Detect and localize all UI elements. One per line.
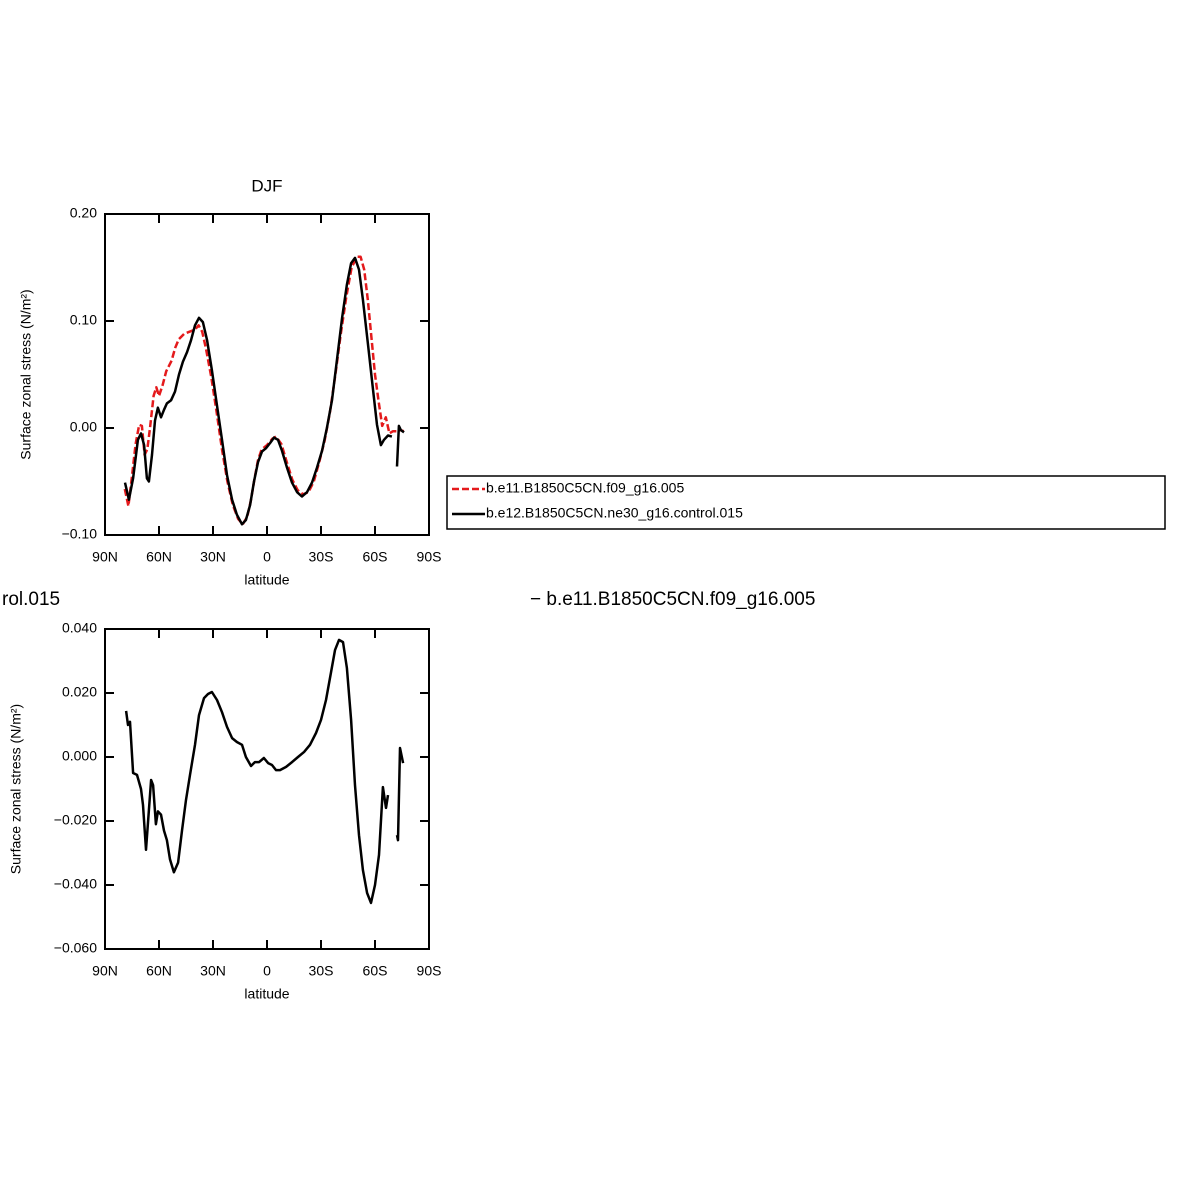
annotation: − b.e11.B1850C5CN.f09_g16.005 (530, 589, 815, 610)
y-tick-label: 0.00 (70, 419, 97, 435)
plot-frame (104, 213, 430, 536)
legend-box (446, 475, 1166, 530)
x-tick-label: 60S (363, 549, 388, 565)
x-tick-label: 30S (309, 963, 334, 979)
x-tick-label: 90N (92, 549, 118, 565)
x-axis-label: latitude (244, 572, 289, 588)
chart-title: DJF (251, 176, 282, 195)
y-tick-label: 0.040 (62, 620, 97, 636)
x-tick-label: 90S (417, 963, 442, 979)
x-tick-label: 30S (309, 549, 334, 565)
annotation: rol.015 (2, 589, 60, 610)
x-tick-label: 60N (146, 963, 172, 979)
x-tick-label: 0 (263, 549, 271, 565)
y-tick-label: 0.000 (62, 748, 97, 764)
x-tick-label: 30N (200, 549, 226, 565)
x-tick-label: 90N (92, 963, 118, 979)
y-axis-label: Surface zonal stress (N/m²) (8, 704, 24, 874)
legend: b.e11.B1850C5CN.f09_g16.005 b.e12.B1850C5… (446, 475, 1166, 530)
y-tick-label: 0.020 (62, 684, 97, 700)
y-tick-label: −0.060 (54, 940, 97, 956)
legend-label: b.e12.B1850C5CN.ne30_g16.control.015 (486, 505, 743, 521)
x-tick-label: 90S (417, 549, 442, 565)
plot-frame (104, 628, 430, 950)
legend-label: b.e11.B1850C5CN.f09_g16.005 (486, 480, 684, 496)
series-line (124, 638, 405, 905)
x-tick-label: 0 (263, 963, 271, 979)
y-axis-label: Surface zonal stress (N/m²) (18, 289, 34, 459)
y-tick-label: −0.020 (54, 812, 97, 828)
series-line (123, 256, 405, 526)
y-tick-label: −0.10 (62, 526, 98, 542)
x-tick-label: 30N (200, 963, 226, 979)
x-tick-label: 60N (146, 549, 172, 565)
x-axis-label: latitude (244, 986, 289, 1002)
y-tick-label: 0.10 (70, 312, 97, 328)
y-tick-label: −0.040 (54, 876, 97, 892)
x-tick-label: 60S (363, 963, 388, 979)
y-tick-label: 0.20 (70, 205, 97, 221)
